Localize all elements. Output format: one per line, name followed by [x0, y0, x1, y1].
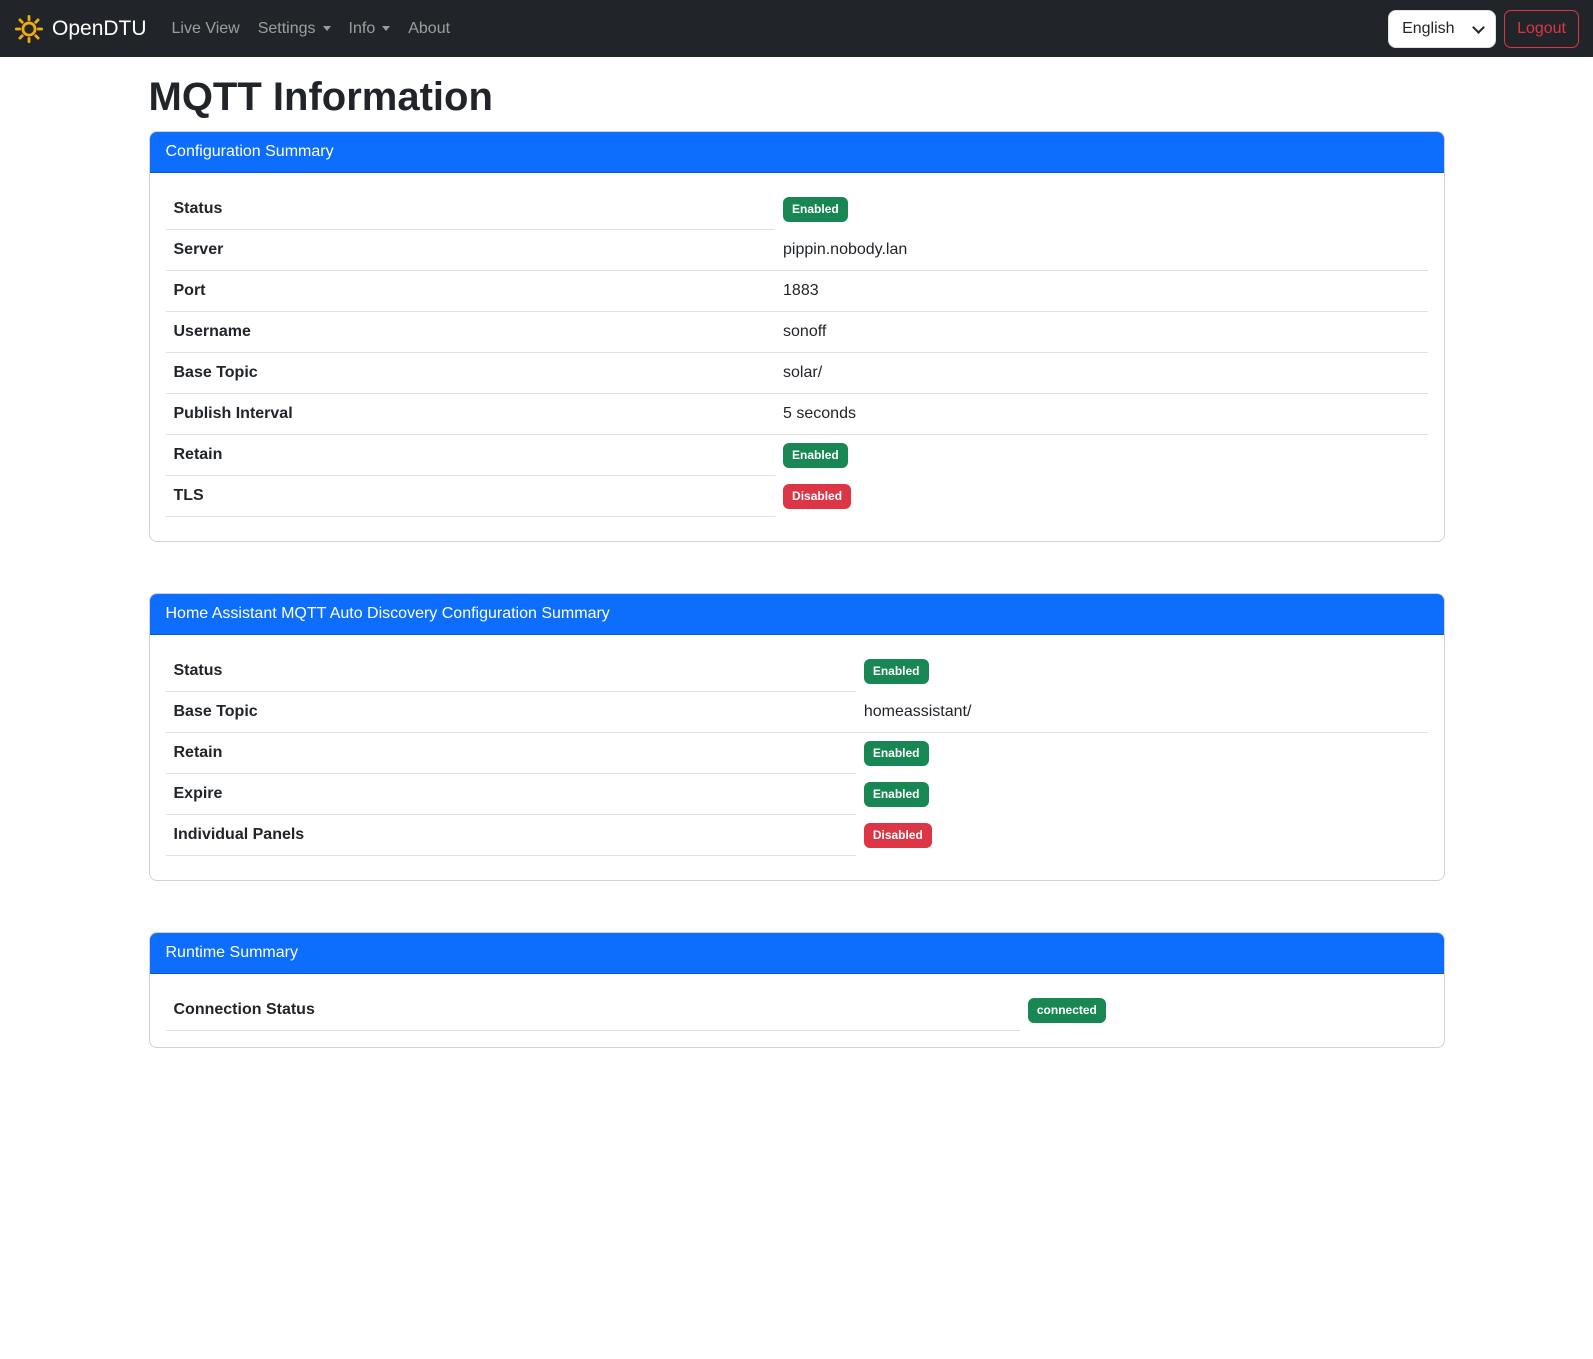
card-runtime-summary: Runtime Summary Connection Status connect…	[148, 932, 1445, 1048]
table-row: Retain Enabled	[165, 733, 1428, 774]
row-label: Base Topic	[165, 353, 776, 394]
row-label: Individual Panels	[165, 815, 856, 856]
card-configuration-summary: Configuration Summary Status Enabled Serve…	[148, 131, 1445, 542]
row-value: Enabled	[856, 651, 1428, 692]
table-row: Port 1883	[165, 271, 1428, 312]
row-value: sonoff	[775, 312, 1428, 353]
status-badge: connected	[1027, 998, 1106, 1023]
status-badge: Enabled	[783, 197, 848, 222]
status-badge: Enabled	[783, 443, 848, 468]
card-header: Home Assistant MQTT Auto Discovery Confi…	[149, 594, 1444, 635]
summary-table: Status Enabled Server pippin.nobody.lan Port…	[165, 189, 1428, 517]
nav-item-settings[interactable]: Settings	[249, 12, 340, 46]
row-value: solar/	[775, 353, 1428, 394]
row-value: homeassistant/	[855, 692, 1428, 733]
brand-label: OpenDTU	[52, 16, 147, 40]
card-header: Configuration Summary	[149, 132, 1444, 173]
table-row: Status Enabled	[165, 189, 1428, 230]
row-value: 5 seconds	[775, 394, 1428, 435]
row-value: Disabled	[775, 476, 1427, 517]
row-value: Enabled	[856, 733, 1428, 774]
row-value: connected	[1020, 990, 1428, 1031]
row-label: Status	[165, 189, 776, 230]
table-row: Publish Interval 5 seconds	[165, 394, 1428, 435]
status-badge: Enabled	[863, 741, 929, 766]
card-body: Status Enabled Server pippin.nobody.lan Port…	[150, 173, 1444, 541]
navbar: OpenDTU Live View Settings Info About En…	[0, 0, 1593, 57]
brand-link[interactable]: OpenDTU	[14, 14, 147, 44]
row-value: Enabled	[775, 435, 1427, 476]
status-badge: Enabled	[863, 659, 929, 684]
table-row: Individual Panels Disabled	[165, 815, 1428, 856]
table-row: Username sonoff	[165, 312, 1428, 353]
table-row: Server pippin.nobody.lan	[165, 230, 1428, 271]
summary-table: Status Enabled Base Topic homeassistant/Ret…	[165, 651, 1428, 856]
logout-button[interactable]: Logout	[1504, 9, 1579, 48]
row-label: Retain	[165, 733, 856, 774]
chevron-down-icon	[322, 26, 331, 31]
row-label: Server	[165, 230, 776, 271]
row-label: Connection Status	[165, 990, 1020, 1031]
nav-item-settings-label: Settings	[257, 19, 316, 37]
language-select-wrap: English	[1388, 9, 1497, 48]
card-body: Connection Status connected	[150, 974, 1444, 1047]
row-label: Expire	[165, 774, 856, 815]
table-row: Status Enabled	[165, 651, 1428, 692]
row-value: Disabled	[856, 815, 1428, 856]
sun-icon	[14, 14, 44, 44]
table-row: Retain Enabled	[165, 435, 1428, 476]
language-select[interactable]: English	[1388, 9, 1497, 48]
main-content: MQTT Information Configuration Summary S…	[137, 73, 1457, 1048]
status-badge: Disabled	[783, 484, 852, 509]
chevron-down-icon	[382, 26, 391, 31]
card-body: Status Enabled Base Topic homeassistant/Ret…	[150, 635, 1444, 880]
summary-table: Connection Status connected	[165, 990, 1428, 1031]
page-title: MQTT Information	[148, 75, 493, 119]
table-row: Base Topic solar/	[165, 353, 1428, 394]
row-label: Username	[165, 312, 776, 353]
navbar-right: English Logout	[1388, 9, 1579, 48]
row-label: Port	[165, 271, 776, 312]
nav-item-info-label: Info	[348, 19, 376, 37]
row-label: Retain	[165, 435, 776, 476]
table-row: Connection Status connected	[165, 990, 1428, 1031]
row-label: Base Topic	[165, 692, 856, 733]
navbar-left: OpenDTU Live View Settings Info About	[14, 12, 459, 46]
row-value: 1883	[775, 271, 1428, 312]
row-value: Enabled	[775, 189, 1427, 230]
table-row: Expire Enabled	[165, 774, 1428, 815]
row-value: Enabled	[856, 774, 1428, 815]
card-hass-discovery-summary: Home Assistant MQTT Auto Discovery Confi…	[148, 593, 1445, 881]
row-label: Status	[165, 651, 856, 692]
card-header: Runtime Summary	[149, 933, 1444, 974]
table-row: TLS Disabled	[165, 476, 1428, 517]
row-label: Publish Interval	[165, 394, 776, 435]
status-badge: Enabled	[863, 782, 929, 807]
nav-item-about[interactable]: About	[408, 19, 451, 37]
status-badge: Disabled	[863, 823, 932, 848]
row-value: pippin.nobody.lan	[775, 230, 1428, 271]
table-row: Base Topic homeassistant/	[165, 692, 1428, 733]
nav-item-info[interactable]: Info	[340, 12, 400, 46]
nav-item-live-view[interactable]: Live View	[171, 19, 240, 37]
row-label: TLS	[165, 476, 776, 517]
